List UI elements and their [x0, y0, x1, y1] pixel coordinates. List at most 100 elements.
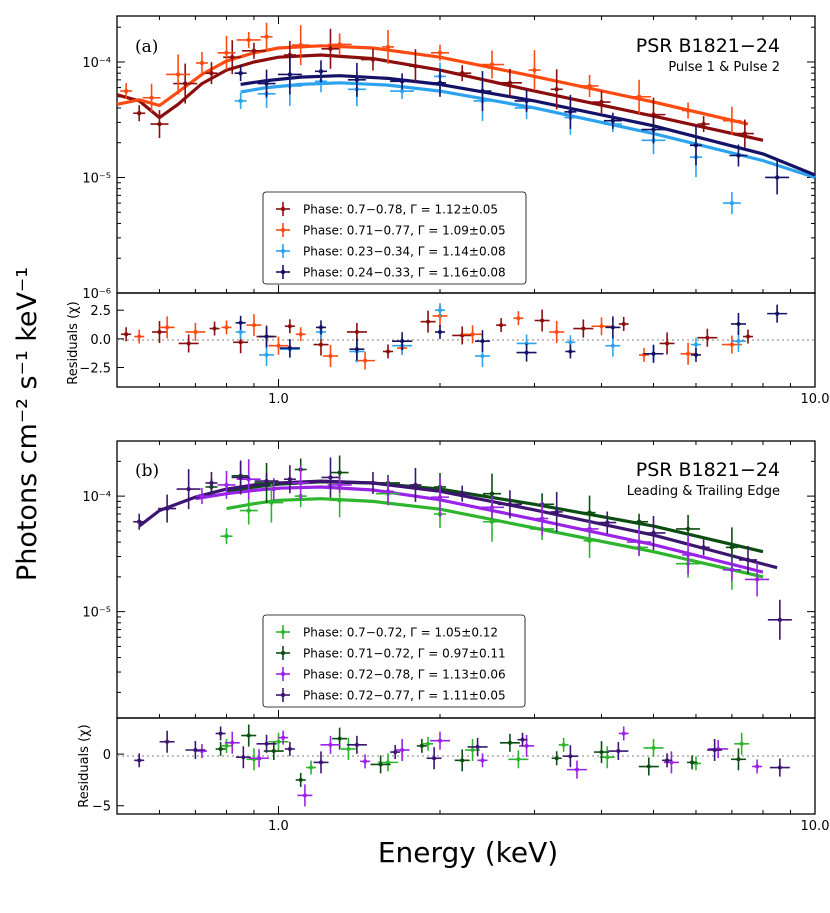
data-point [729, 144, 748, 167]
residual-point [605, 334, 621, 357]
data-point [234, 65, 247, 82]
data-point [682, 102, 695, 119]
residual-point [662, 753, 673, 768]
residual-y-tick-label: 2.5 [90, 304, 111, 319]
data-point [291, 465, 310, 500]
residual-point [134, 329, 145, 344]
data-point [236, 31, 261, 48]
panel-a-main-plot: (a) PSR B1821−24 Pulse 1 & Pulse 2 10⁻⁴ 1… [82, 15, 816, 302]
data-point [536, 501, 549, 536]
data-point [347, 62, 366, 97]
data-point [120, 83, 133, 100]
residual-point [360, 754, 371, 769]
residual-point [573, 319, 594, 338]
figure-ylabel: Photons cm⁻² s⁻¹ keV⁻¹ [12, 267, 43, 581]
residual-point [430, 731, 451, 750]
data-point [697, 539, 710, 556]
residual-point [477, 753, 488, 768]
data-point [598, 511, 617, 534]
data-point [697, 116, 710, 133]
data-point [434, 68, 447, 97]
residual-point [221, 320, 232, 335]
residual-point [134, 753, 145, 768]
legend-entry: Phase: 0.23−0.34, Γ = 1.14±0.08 [276, 244, 506, 259]
residual-point [618, 726, 629, 741]
legend-entry: Phase: 0.71−0.72, Γ = 0.97±0.11 [276, 646, 506, 661]
data-point [254, 473, 279, 490]
data-point [479, 496, 504, 519]
residual-point [370, 755, 391, 774]
residual-point [392, 332, 413, 351]
residual-point [562, 745, 578, 768]
residual-point [346, 322, 367, 341]
data-point [641, 515, 666, 550]
residual-point [278, 730, 289, 745]
data-point [314, 60, 327, 83]
residual-y-tick-label: 0.0 [90, 333, 111, 348]
residual-point [313, 751, 329, 774]
data-point [291, 25, 310, 66]
residual-point [185, 322, 206, 341]
residual-point [752, 759, 763, 774]
residual-point [315, 320, 326, 335]
data-point [431, 44, 450, 61]
residual-point [268, 732, 289, 751]
residual-point [235, 315, 246, 330]
data-point [580, 520, 599, 537]
panel-b-subtitle: Leading & Trailing Edge [627, 484, 780, 499]
x-tick-label: 1.0 [268, 392, 289, 407]
residual-point [591, 317, 612, 336]
data-point [142, 83, 161, 112]
residual-point [426, 747, 442, 770]
residual-point [608, 742, 629, 761]
fit-curve-2 [240, 81, 816, 180]
legend-label: Phase: 0.72−0.78, Γ = 1.13±0.06 [303, 668, 506, 682]
residual-point [638, 757, 659, 776]
residual-point [435, 303, 446, 318]
residual-point [643, 344, 664, 363]
data-point [528, 50, 541, 91]
residual-point [159, 730, 175, 753]
residual-point [416, 738, 427, 753]
data-point [390, 73, 415, 90]
data-point [722, 106, 741, 135]
data-point [603, 112, 622, 129]
data-point [682, 534, 695, 575]
data-point [592, 91, 611, 114]
residual-point [295, 327, 306, 342]
residual-point [452, 326, 473, 345]
data-point [473, 71, 492, 112]
residual-point [209, 321, 220, 336]
data-point [257, 69, 276, 98]
residual-point [259, 343, 275, 366]
data-point [205, 62, 218, 85]
residual-point [708, 739, 729, 758]
data-point [327, 476, 352, 493]
residual-point [499, 733, 520, 752]
data-point [409, 467, 422, 502]
residual-point [215, 726, 226, 741]
legend-entry: Phase: 0.72−0.77, Γ = 1.11±0.05 [276, 688, 506, 703]
residual-y-tick-label: −5 [92, 800, 111, 815]
data-point [173, 63, 198, 104]
data-point [360, 471, 385, 494]
data-point [641, 115, 666, 144]
data-point [514, 89, 539, 112]
panel-a-title: PSR B1821−24 [636, 35, 780, 57]
residual-point [474, 330, 490, 353]
panel-b-label: (b) [135, 461, 159, 481]
fit-curve-0 [116, 53, 764, 142]
panel-a-subtitle: Pulse 1 & Pulse 2 [668, 60, 780, 75]
residual-point [638, 347, 649, 362]
residual-point [690, 347, 701, 362]
residual-point [390, 745, 401, 760]
residual-point [349, 338, 365, 361]
residual-point [394, 739, 410, 761]
data-point [277, 54, 302, 95]
data-point [497, 68, 522, 97]
residual-point [355, 351, 376, 370]
data-point [453, 65, 472, 82]
y-tick-label: 10⁻⁵ [82, 171, 111, 186]
residual-point [259, 325, 275, 348]
